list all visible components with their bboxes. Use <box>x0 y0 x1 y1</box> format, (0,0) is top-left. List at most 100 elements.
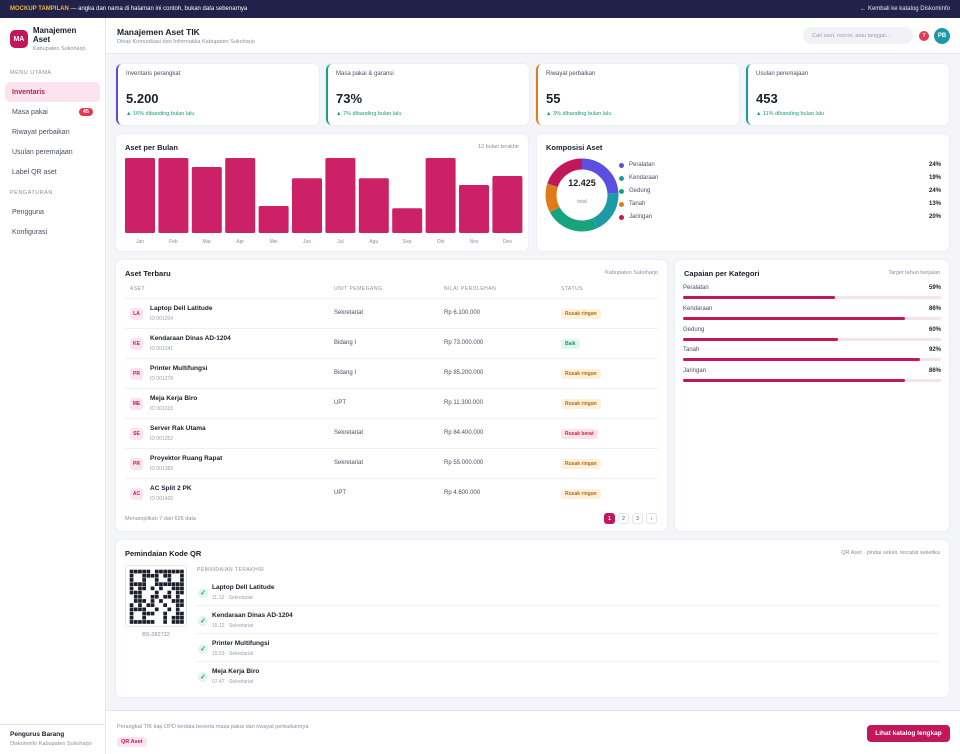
legend-swatch <box>619 162 624 168</box>
qr-module <box>171 582 176 586</box>
scan-item[interactable]: ✓ Printer Multifungsi 15.53 · Sekretaria… <box>196 634 939 662</box>
sidebar-item-label: Pengguna <box>12 208 44 216</box>
bar-nov[interactable] <box>459 185 489 233</box>
avatar[interactable]: PB <box>934 28 950 44</box>
search-input[interactable]: Cari aset, nomor, atau tanggal... <box>803 27 913 44</box>
sidebar-item-label-qr[interactable]: Label QR aset <box>5 162 100 182</box>
legend-swatch <box>619 175 624 181</box>
bar-agu[interactable] <box>358 178 389 233</box>
scan-item[interactable]: ✓ Meja Kerja Biro 07.47 · Sekretariat <box>196 662 939 690</box>
kpi-card-riwayat-perbaikan[interactable]: Riwayat perbaikan 55 ▲ 3% dibanding bula… <box>536 64 739 125</box>
bar-mar[interactable] <box>191 167 222 233</box>
table-row[interactable]: KE Kendaraan Dinas AD-1204 ID 001241 Bid… <box>125 328 658 358</box>
card-note: Kabupaten Sukoharjo <box>605 270 658 276</box>
sidebar-item-usulan-peremajaan[interactable]: Usulan peremajaan <box>5 142 100 162</box>
nav-section-main: MENU UTAMA <box>10 70 52 76</box>
qr-module <box>180 615 184 620</box>
page-button-2[interactable]: 2 <box>618 513 629 524</box>
check-icon: ✓ <box>198 588 208 598</box>
table-row[interactable]: ME Meja Kerja Biro ID 001315 UPT Rp 11.3… <box>125 388 658 418</box>
bar-jan[interactable] <box>125 158 155 233</box>
sidebar-item-inventaris[interactable]: Inventaris <box>5 82 100 102</box>
x-tick-label: Mar <box>202 239 211 245</box>
column-header-status: STATUS <box>561 286 583 292</box>
bar-des[interactable] <box>492 176 523 233</box>
banner-message: MOCKUP TAMPILAN — angka dan nama di hala… <box>10 6 247 12</box>
asset-value: Rp 73.000.000 <box>444 340 484 346</box>
qr-module <box>180 590 184 595</box>
kpi-card-usulan-peremajaan[interactable]: Usulan peremajaan 453 ▲ 11% dibanding bu… <box>746 64 949 125</box>
progress-track <box>683 296 941 299</box>
asset-value: Rp 85.200.000 <box>444 370 484 376</box>
progress-fill <box>683 358 921 362</box>
table-row[interactable]: PR Printer Multifungsi ID 001278 Bidang … <box>125 358 658 388</box>
bar-sep[interactable] <box>392 208 423 233</box>
qr-module <box>150 620 155 624</box>
page-button-3[interactable]: 3 <box>632 513 643 524</box>
target-label: Gedung <box>683 326 705 333</box>
qr-module <box>142 573 146 578</box>
qr-module <box>171 620 176 624</box>
table-row[interactable]: LA Laptop Dell Latitude ID 001204 Sekret… <box>125 298 658 328</box>
sidebar-item-riwayat-perbaikan[interactable]: Riwayat perbaikan <box>5 122 100 142</box>
next-page-button[interactable]: › <box>646 513 657 524</box>
donut-slice-gedung[interactable] <box>545 158 619 232</box>
qr-module <box>180 611 184 616</box>
view-catalog-button[interactable]: Lihat katalog lengkap <box>867 725 950 742</box>
kpi-label: Riwayat perbaikan <box>546 71 596 77</box>
qr-module <box>175 590 180 595</box>
status-badge: Rusak ringan <box>561 459 601 469</box>
sidebar-item-label: Masa pakai <box>12 108 48 116</box>
sidebar-item-label: Usulan peremajaan <box>12 148 73 156</box>
donut-slice-kendaraan[interactable] <box>545 158 619 232</box>
bar-jul[interactable] <box>325 158 356 233</box>
x-tick-label: Sep <box>403 239 412 245</box>
progress-track <box>683 337 941 341</box>
scan-item[interactable]: ✓ Kendaraan Dinas AD-1204 15.12 · Sekret… <box>196 606 939 634</box>
page-button-1[interactable]: 1 <box>604 513 615 524</box>
sidebar-item-pengguna[interactable]: Pengguna <box>5 202 100 222</box>
kpi-value: 55 <box>546 91 561 106</box>
kpi-label: Masa pakai & garansi <box>336 71 394 77</box>
sidebar-item-label: Riwayat perbaikan <box>12 128 70 136</box>
column-header-aset: ASET <box>130 286 146 292</box>
qr-module <box>150 611 155 616</box>
donut-slice-jaringan[interactable] <box>545 158 619 232</box>
qr-module <box>150 599 155 603</box>
table-row[interactable]: SE Server Rak Utama ID 001352 Sekretaria… <box>125 418 658 448</box>
scan-item[interactable]: ✓ Laptop Dell Latitude 11.12 · Sekretari… <box>196 578 939 606</box>
table-row[interactable]: AC AC Split 2 PK ID 001426 UPT Rp 4.600.… <box>125 478 658 508</box>
bar-feb[interactable] <box>158 158 189 233</box>
donut-slice-tanah[interactable] <box>545 158 619 232</box>
qr-module <box>138 620 142 624</box>
card-note: 12 bulan terakhir <box>478 144 519 150</box>
kpi-card-inventaris[interactable]: Inventaris perangkat 5.200 ▲ 16% dibandi… <box>116 64 319 125</box>
check-icon: ✓ <box>198 616 208 626</box>
table-row[interactable]: PR Proyektor Ruang Rapat ID 001389 Sekre… <box>125 448 658 478</box>
back-to-catalog-link[interactable]: ← Kembali ke katalog Diskominfo <box>860 6 950 12</box>
qr-module <box>154 573 159 578</box>
qr-module <box>142 611 146 616</box>
card-title: Pemindaian Kode QR <box>125 549 202 558</box>
recent-scans-label: PEMINDAIAN TERAKHIR <box>197 567 265 573</box>
kpi-card-masa-pakai[interactable]: Masa pakai & garansi 73% ▲ 7% dibanding … <box>326 64 529 125</box>
bar-apr[interactable] <box>225 158 256 233</box>
asset-value: Rp 4.600.000 <box>444 490 481 496</box>
bar-jun[interactable] <box>292 178 322 233</box>
bar-okt[interactable] <box>425 158 456 233</box>
bar-mei[interactable] <box>258 206 289 233</box>
monthly-bar-chart: Jan Feb Mar Apr Mei Jun Jul Agu Sep Okt Nov Des <box>125 158 523 245</box>
qr-module <box>133 620 138 624</box>
composition-donut-chart <box>545 158 619 232</box>
sidebar-item-masa-pakai[interactable]: Masa pakai 45 <box>5 102 100 122</box>
status-badge: Rusak ringan <box>561 489 601 499</box>
qr-module <box>150 573 155 578</box>
qr-module <box>142 586 146 591</box>
sidebar-item-konfigurasi[interactable]: Konfigurasi <box>5 222 100 242</box>
qr-module <box>129 582 134 586</box>
legend-item: Kendaraan 19% <box>619 173 941 183</box>
qr-tag: QR Aset <box>117 737 147 747</box>
legend-percent: 24% <box>928 188 941 194</box>
qr-module <box>129 569 134 574</box>
notification-badge[interactable]: 7 <box>919 31 929 41</box>
